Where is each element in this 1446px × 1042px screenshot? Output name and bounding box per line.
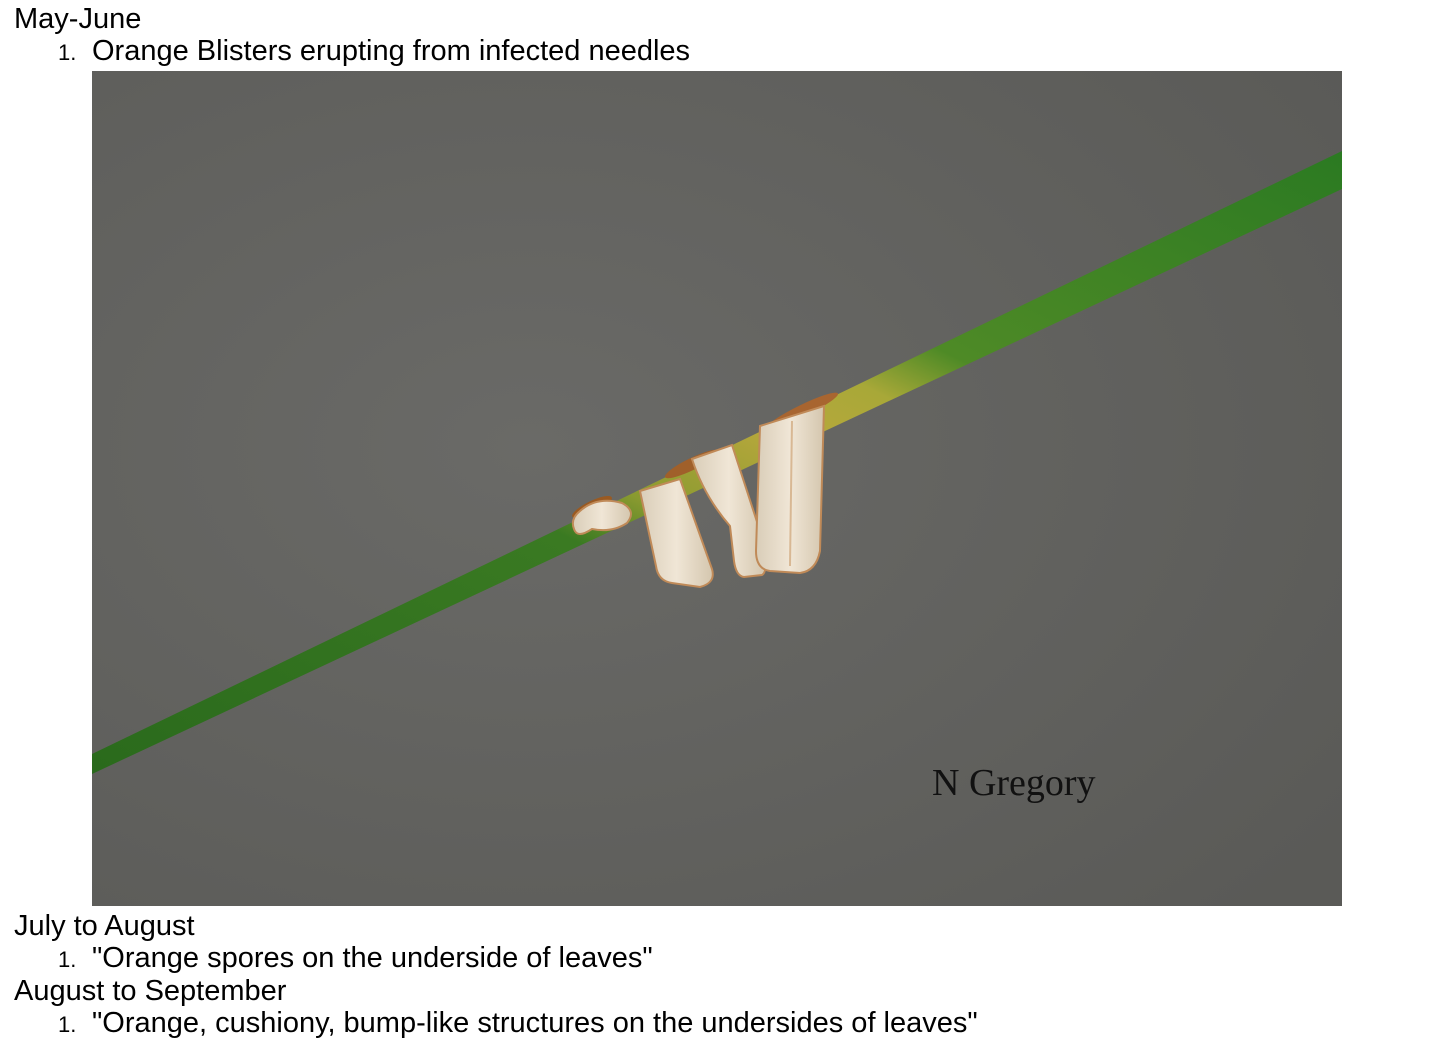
- list-item: 1. "Orange, cushiony, bump-like structure…: [58, 1007, 978, 1041]
- section-heading-august-september: August to September: [14, 975, 286, 1008]
- pine-needle-blister-photo: N Gregory: [92, 71, 1342, 906]
- list-item-text: Orange Blisters erupting from infected n…: [92, 35, 690, 67]
- list-item-text: "Orange spores on the underside of leave…: [92, 942, 653, 974]
- needle-illustration: [92, 71, 1342, 906]
- list-number: 1.: [58, 1008, 92, 1041]
- photo-credit-watermark: N Gregory: [932, 761, 1096, 805]
- list-number: 1.: [58, 36, 92, 69]
- list-number: 1.: [58, 943, 92, 976]
- list-item-text: "Orange, cushiony, bump-like structures …: [92, 1007, 978, 1039]
- section-heading-july-august: July to August: [14, 910, 195, 943]
- list-item: 1. "Orange spores on the underside of lea…: [58, 942, 653, 976]
- list-item: 1. Orange Blisters erupting from infected…: [58, 35, 690, 69]
- section-heading-may-june: May-June: [14, 3, 141, 36]
